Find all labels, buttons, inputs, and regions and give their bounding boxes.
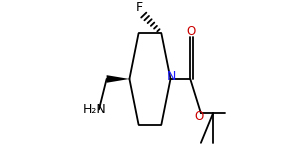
- Text: O: O: [186, 24, 195, 38]
- Text: F: F: [136, 1, 143, 14]
- Text: H₂N: H₂N: [83, 103, 107, 116]
- Text: N: N: [166, 70, 176, 83]
- Text: O: O: [194, 110, 203, 123]
- Polygon shape: [106, 75, 129, 83]
